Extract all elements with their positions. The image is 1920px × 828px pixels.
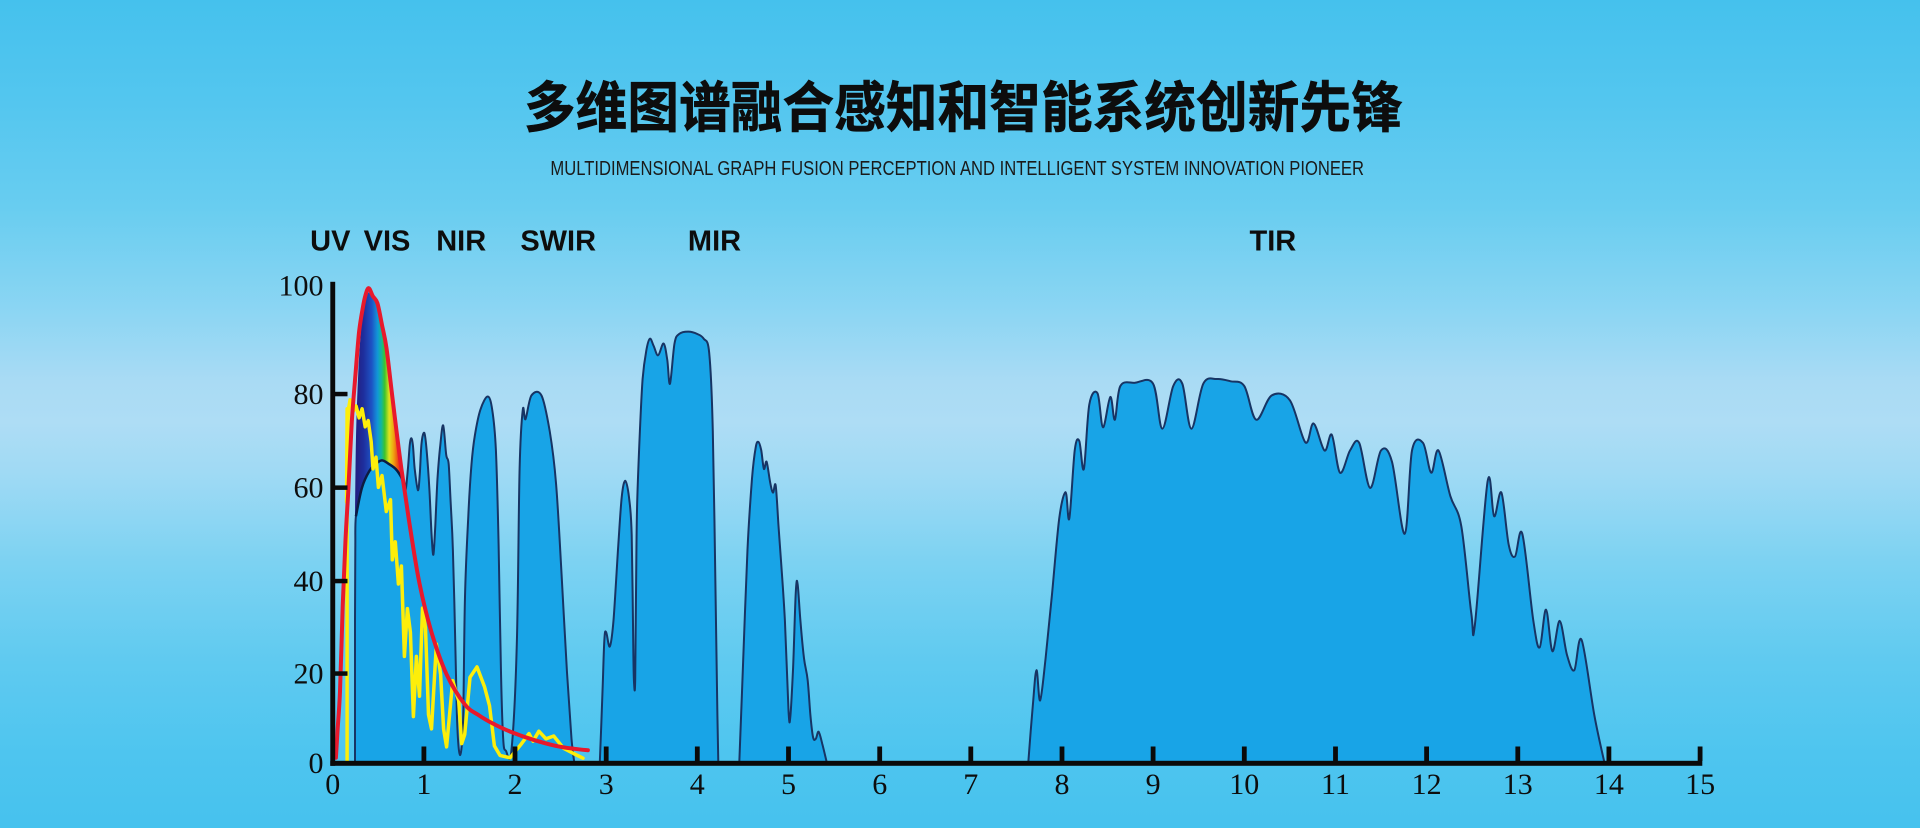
svg-text:3: 3	[599, 768, 614, 801]
svg-text:8: 8	[1055, 768, 1070, 801]
svg-text:6: 6	[872, 768, 887, 801]
svg-text:UV: UV	[310, 226, 351, 258]
svg-text:15: 15	[1685, 768, 1715, 801]
svg-text:VIS: VIS	[364, 226, 411, 258]
svg-text:40: 40	[294, 565, 324, 598]
svg-text:11: 11	[1321, 768, 1350, 801]
svg-text:14: 14	[1594, 768, 1624, 801]
svg-text:7: 7	[963, 768, 978, 801]
svg-text:0: 0	[309, 747, 324, 780]
svg-text:12: 12	[1412, 768, 1442, 801]
svg-text:80: 80	[294, 378, 324, 411]
svg-text:20: 20	[294, 657, 324, 690]
svg-text:9: 9	[1146, 768, 1161, 801]
svg-text:TIR: TIR	[1250, 226, 1297, 258]
svg-text:MIR: MIR	[688, 226, 741, 258]
svg-text:0: 0	[325, 768, 340, 801]
svg-text:2: 2	[508, 768, 523, 801]
svg-text:5: 5	[781, 768, 796, 801]
svg-text:1: 1	[416, 768, 431, 801]
svg-text:SWIR: SWIR	[520, 226, 596, 258]
svg-text:60: 60	[294, 472, 324, 505]
svg-text:10: 10	[1229, 768, 1259, 801]
svg-text:NIR: NIR	[436, 226, 486, 258]
svg-text:100: 100	[279, 269, 324, 302]
svg-text:13: 13	[1503, 768, 1533, 801]
svg-text:4: 4	[690, 768, 705, 801]
svg-text:MULTIDIMENSIONAL GRAPH FUSION: MULTIDIMENSIONAL GRAPH FUSION PERCEPTION…	[550, 158, 1364, 180]
